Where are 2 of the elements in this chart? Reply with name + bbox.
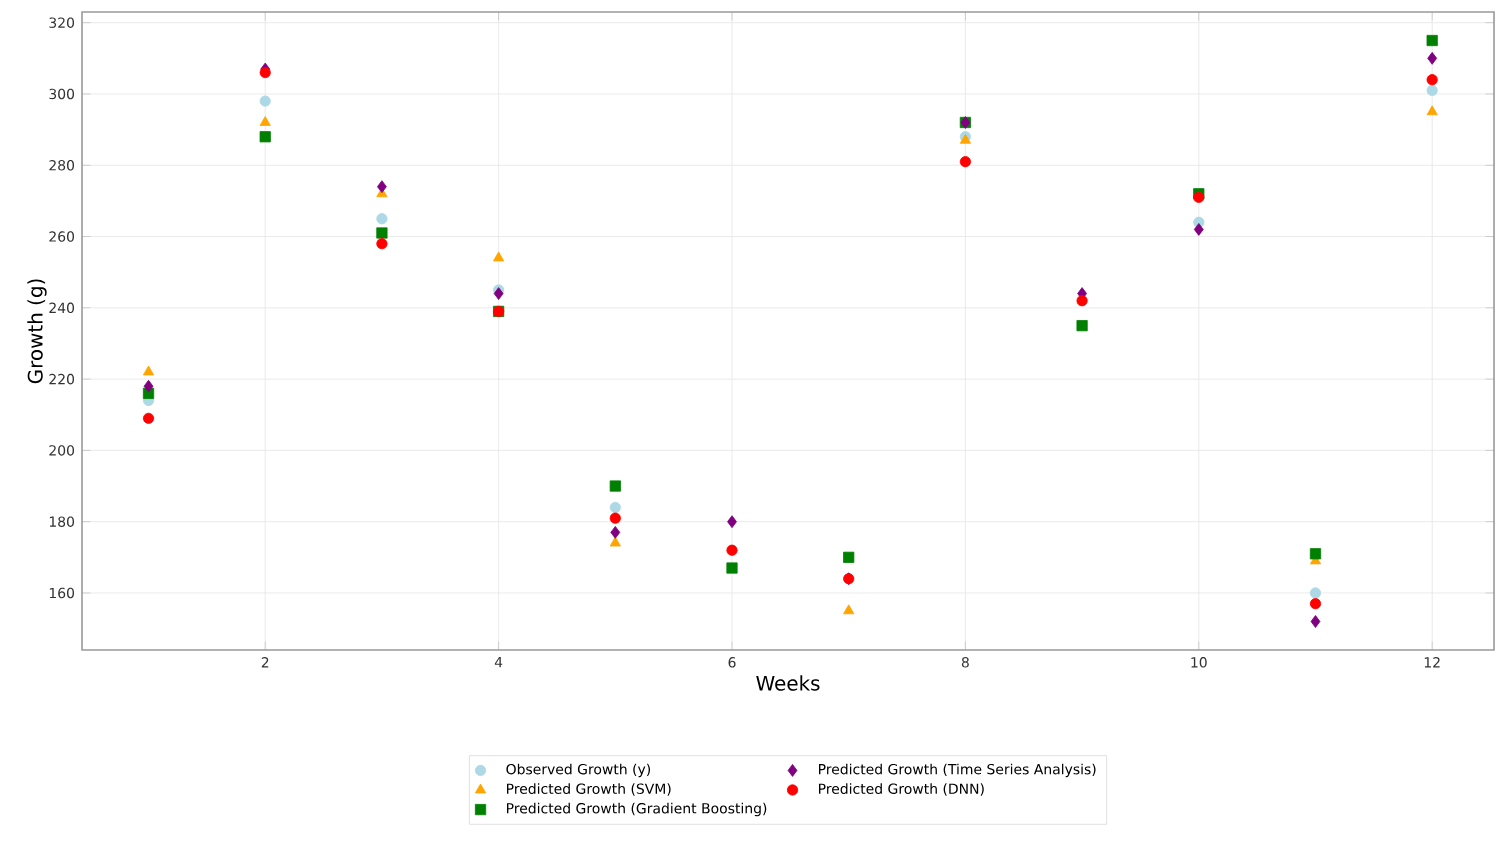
y-axis-title: Growth (g) xyxy=(27,279,47,384)
x-axis-title: Weeks xyxy=(756,675,820,691)
